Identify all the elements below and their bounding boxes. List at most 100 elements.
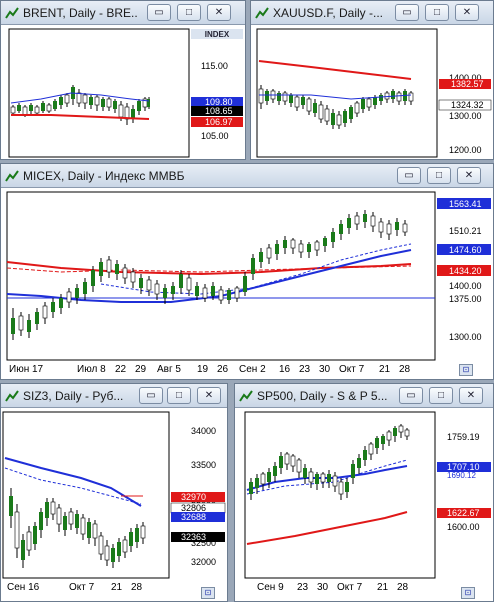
siz3-titlebar[interactable]: SIZ3, Daily - Руб... ▭ □ ✕	[1, 384, 227, 408]
siz3-chart-window[interactable]: SIZ3, Daily - Руб... ▭ □ ✕	[0, 383, 228, 602]
micex-label-high-bg	[437, 198, 491, 209]
sp500-date-label: 23	[297, 582, 309, 593]
micex-date-label: 28	[399, 364, 411, 375]
xauusd-title: XAUUSD.F, Daily -...	[273, 6, 384, 20]
sp500-date-label: 30	[317, 582, 329, 593]
micex-blue-ma-thin	[100, 243, 412, 295]
chart-icon	[5, 390, 19, 402]
siz3-plot-area	[2, 411, 170, 579]
chart-icon	[5, 170, 19, 182]
siz3-label-last: 32363	[181, 532, 206, 542]
micex-minimize-button[interactable]: ▭	[397, 167, 421, 184]
micex-tick-1375: 1375.00	[449, 294, 482, 304]
brent-red-ma	[11, 114, 150, 120]
micex-date-label: 29	[135, 364, 147, 375]
siz3-close-button[interactable]: ✕	[197, 387, 221, 404]
micex-date-label: 21	[379, 364, 391, 375]
micex-date-label: 22	[115, 364, 127, 375]
sp500-chart[interactable]: 1759.19 1707.10 1690.12 1622.67 1600.00 …	[235, 408, 493, 601]
sp500-scroll-corner-icon[interactable]: ⊡	[461, 587, 475, 599]
siz3-minimize-button[interactable]: ▭	[139, 387, 163, 404]
sp500-date-label: Окт 7	[337, 582, 363, 593]
sp500-tick-1600: 1600.00	[447, 522, 480, 532]
brent-close-button[interactable]: ✕	[207, 4, 231, 21]
brent-index-box	[191, 29, 243, 39]
micex-close-button[interactable]: ✕	[457, 167, 481, 184]
micex-red-ma-solid	[6, 261, 412, 276]
micex-candles	[11, 210, 408, 340]
micex-titlebar[interactable]: MICEX, Daily - Индекс ММВБ ▭ □ ✕	[1, 164, 493, 188]
brent-title: BRENT, Daily - BRE...	[23, 6, 138, 20]
micex-date-axis: Июн 17 Июл 8 22 29 Авг 5 19 26 Сен 2 16 …	[9, 364, 411, 375]
siz3-maximize-button[interactable]: □	[167, 387, 191, 404]
sp500-plot-area	[244, 411, 436, 579]
brent-label-red: 106.97	[205, 117, 233, 127]
sp500-date-label: 21	[377, 582, 389, 593]
micex-maximize-button[interactable]: □	[427, 167, 451, 184]
brent-index-label: INDEX	[205, 30, 230, 39]
micex-label-last: 1510.21	[449, 226, 482, 236]
siz3-date-axis: Сен 16 Окт 7 21 28	[7, 582, 143, 593]
sp500-date-label: 28	[397, 582, 409, 593]
micex-tick-1300: 1300.00	[449, 332, 482, 342]
sp500-minimize-button[interactable]: ▭	[399, 387, 423, 404]
chart-icon	[5, 7, 19, 19]
siz3-blue-ma	[4, 457, 142, 507]
sp500-candles	[249, 424, 410, 500]
brent-label-blue: 109.80	[205, 97, 233, 107]
xauusd-tick-1400: 1400.00	[449, 73, 482, 83]
sp500-title: SP500, Daily - S & P 5...	[257, 389, 388, 403]
sp500-maximize-button[interactable]: □	[429, 387, 453, 404]
sp500-label-last: 1759.19	[447, 432, 480, 442]
micex-date-label: Июл 8	[77, 364, 106, 375]
xauusd-label-last-bg	[438, 99, 492, 111]
siz3-date-label: 21	[111, 582, 123, 593]
brent-tick-105: 105.00	[201, 131, 229, 141]
siz3-chart[interactable]: 34000 33500 33000 32500 32000 32970 3280…	[1, 408, 227, 601]
sp500-titlebar[interactable]: SP500, Daily - S & P 5... ▭ □ ✕	[235, 384, 493, 408]
brent-plot-area	[8, 28, 190, 158]
siz3-tick-34000: 34000	[191, 426, 216, 436]
brent-minimize-button[interactable]: ▭	[147, 4, 171, 21]
sp500-label-red-bg	[437, 508, 491, 518]
micex-date-label: Июн 17	[9, 364, 44, 375]
chart-icon	[255, 7, 269, 19]
sp500-date-axis: Сен 9 23 30 Окт 7 21 28	[257, 582, 409, 593]
xauusd-titlebar[interactable]: XAUUSD.F, Daily -... ▭ □ ✕	[251, 1, 493, 25]
sp500-close-button[interactable]: ✕	[459, 387, 483, 404]
xauusd-close-button[interactable]: ✕	[455, 4, 479, 21]
brent-label-blue-bg	[191, 97, 243, 107]
xauusd-blue-ma	[259, 94, 412, 100]
sp500-blue-ma-thin	[246, 459, 408, 495]
siz3-label-red: 32970	[181, 492, 206, 502]
sp500-label-blue-thin: 1690.12	[447, 471, 476, 480]
siz3-label-last-bg	[171, 532, 225, 542]
siz3-tick-33500: 33500	[191, 460, 216, 470]
brent-chart[interactable]: INDEX 11	[1, 25, 245, 159]
xauusd-label-last: 1324.32	[451, 100, 484, 110]
brent-titlebar[interactable]: BRENT, Daily - BRE... ▭ □ ✕	[1, 1, 245, 25]
brent-blue-ma	[10, 92, 150, 104]
micex-chart-window[interactable]: MICEX, Daily - Индекс ММВБ ▭ □ ✕	[0, 163, 494, 380]
micex-date-label: 16	[279, 364, 291, 375]
xauusd-chart[interactable]: 1400.00 1300.00 1200.00 1382.57 1324.32	[251, 25, 493, 159]
xauusd-maximize-button[interactable]: □	[425, 4, 449, 21]
xauusd-chart-window[interactable]: XAUUSD.F, Daily -... ▭ □ ✕	[250, 0, 494, 160]
siz3-blue-ma-thin	[4, 467, 142, 505]
siz3-label-blue-bg	[171, 512, 225, 522]
micex-label-red-bg	[437, 265, 491, 276]
xauusd-tick-1300: 1300.00	[449, 111, 482, 121]
brent-chart-window[interactable]: BRENT, Daily - BRE... ▭ □ ✕ INDEX	[0, 0, 246, 160]
siz3-label-white: 32806	[181, 503, 206, 513]
brent-tick-115: 115.00	[201, 61, 228, 71]
brent-maximize-button[interactable]: □	[177, 4, 201, 21]
sp500-label-blue: 1707.10	[447, 462, 480, 472]
xauusd-minimize-button[interactable]: ▭	[395, 4, 419, 21]
siz3-scroll-corner-icon[interactable]: ⊡	[201, 587, 215, 599]
xauusd-red-ma	[258, 60, 412, 80]
micex-scroll-corner-icon[interactable]: ⊡	[459, 364, 473, 376]
siz3-tick-32000: 32000	[191, 557, 216, 567]
micex-date-label: Сен 2	[239, 364, 266, 375]
sp500-chart-window[interactable]: SP500, Daily - S & P 5... ▭ □ ✕	[234, 383, 494, 602]
micex-chart[interactable]: 1563.41 1510.21 1474.60 1434.20 1400.00 …	[1, 188, 493, 379]
